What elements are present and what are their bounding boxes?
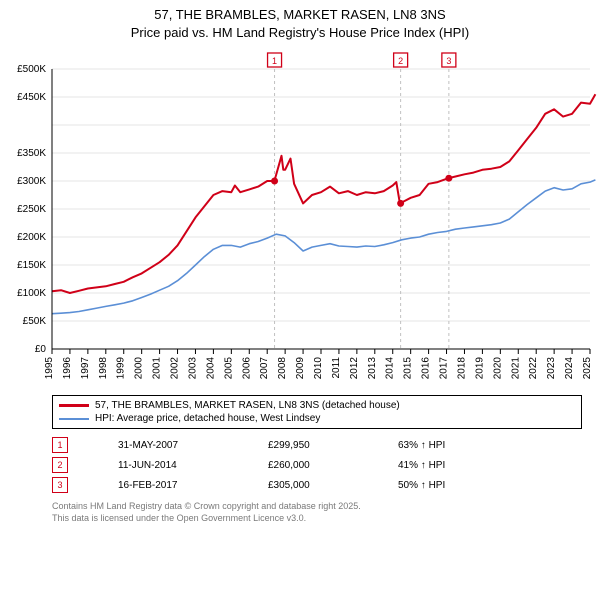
title-block: 57, THE BRAMBLES, MARKET RASEN, LN8 3NS …	[0, 0, 600, 41]
svg-text:£350K: £350K	[17, 148, 46, 159]
svg-text:1998: 1998	[98, 357, 109, 380]
svg-text:£200K: £200K	[17, 232, 46, 243]
svg-text:2023: 2023	[546, 357, 557, 380]
svg-text:2018: 2018	[456, 357, 467, 380]
svg-text:£50K: £50K	[23, 316, 47, 327]
svg-text:2007: 2007	[259, 357, 270, 380]
svg-text:3: 3	[446, 56, 451, 66]
svg-text:2008: 2008	[277, 357, 288, 380]
svg-text:2009: 2009	[295, 357, 306, 380]
svg-text:2024: 2024	[564, 357, 575, 380]
title-line-1: 57, THE BRAMBLES, MARKET RASEN, LN8 3NS	[0, 6, 600, 24]
marker-price: £305,000	[268, 480, 398, 491]
svg-text:1999: 1999	[116, 357, 127, 380]
marker-badge: 1	[52, 437, 68, 453]
marker-badge: 3	[52, 477, 68, 493]
svg-text:2011: 2011	[331, 357, 342, 379]
marker-price: £260,000	[268, 460, 398, 471]
svg-text:2019: 2019	[474, 357, 485, 380]
chart-container: 57, THE BRAMBLES, MARKET RASEN, LN8 3NS …	[0, 0, 600, 590]
svg-text:2010: 2010	[313, 357, 324, 380]
svg-text:2021: 2021	[510, 357, 521, 380]
svg-text:2004: 2004	[205, 357, 216, 380]
legend-box: 57, THE BRAMBLES, MARKET RASEN, LN8 3NS …	[52, 395, 582, 429]
footer-line-1: Contains HM Land Registry data © Crown c…	[52, 501, 582, 513]
svg-text:2016: 2016	[421, 357, 432, 380]
legend-label: 57, THE BRAMBLES, MARKET RASEN, LN8 3NS …	[95, 400, 400, 411]
svg-text:2017: 2017	[439, 357, 450, 380]
svg-text:2005: 2005	[223, 357, 234, 380]
legend-row: HPI: Average price, detached house, West…	[59, 412, 575, 425]
title-line-2: Price paid vs. HM Land Registry's House …	[0, 24, 600, 42]
marker-pct: 41% ↑ HPI	[398, 460, 582, 471]
marker-pct: 50% ↑ HPI	[398, 480, 582, 491]
svg-text:1996: 1996	[62, 357, 73, 380]
svg-text:2: 2	[398, 56, 403, 66]
marker-date: 16-FEB-2017	[118, 480, 268, 491]
svg-text:2006: 2006	[241, 357, 252, 380]
marker-badge: 2	[52, 457, 68, 473]
footer-line-2: This data is licensed under the Open Gov…	[52, 513, 582, 525]
chart-svg: £0 £50K £100K £150K £200K £250K £300K £350K £450…	[0, 49, 600, 389]
svg-text:2025: 2025	[582, 357, 593, 380]
marker-date: 31-MAY-2007	[118, 440, 268, 451]
footer-note: Contains HM Land Registry data © Crown c…	[52, 501, 582, 524]
legend-label: HPI: Average price, detached house, West…	[95, 413, 320, 424]
marker-date: 11-JUN-2014	[118, 460, 268, 471]
markers-table: 1 31-MAY-2007£299,95063% ↑ HPI 2 11-JUN-201…	[52, 435, 582, 495]
svg-text:£250K: £250K	[17, 204, 46, 215]
svg-text:£150K: £150K	[17, 260, 46, 271]
svg-text:2013: 2013	[367, 357, 378, 380]
marker-table-row: 3 16-FEB-2017£305,00050% ↑ HPI	[52, 475, 582, 495]
marker-pct: 63% ↑ HPI	[398, 440, 582, 451]
svg-text:£300K: £300K	[17, 176, 46, 187]
marker-table-row: 1 31-MAY-2007£299,95063% ↑ HPI	[52, 435, 582, 455]
chart-area: £0 £50K £100K £150K £200K £250K £300K £350K £450…	[0, 49, 600, 389]
legend-swatch	[59, 418, 89, 420]
svg-text:2003: 2003	[187, 357, 198, 380]
svg-text:£500K: £500K	[17, 64, 46, 75]
svg-text:2001: 2001	[152, 357, 163, 380]
svg-text:2020: 2020	[492, 357, 503, 380]
svg-text:2012: 2012	[349, 357, 360, 380]
svg-text:2000: 2000	[134, 357, 145, 380]
svg-text:2022: 2022	[528, 357, 539, 380]
svg-text:1995: 1995	[44, 357, 55, 380]
svg-text:£100K: £100K	[17, 288, 46, 299]
svg-text:1997: 1997	[80, 357, 91, 380]
marker-table-row: 2 11-JUN-2014£260,00041% ↑ HPI	[52, 455, 582, 475]
svg-text:£0: £0	[35, 344, 47, 355]
svg-text:£450K: £450K	[17, 92, 46, 103]
svg-text:1: 1	[272, 56, 277, 66]
svg-text:2002: 2002	[170, 357, 181, 380]
marker-price: £299,950	[268, 440, 398, 451]
legend-swatch	[59, 404, 89, 407]
legend-row: 57, THE BRAMBLES, MARKET RASEN, LN8 3NS …	[59, 399, 575, 412]
svg-text:2015: 2015	[403, 357, 414, 380]
svg-text:2014: 2014	[385, 357, 396, 380]
